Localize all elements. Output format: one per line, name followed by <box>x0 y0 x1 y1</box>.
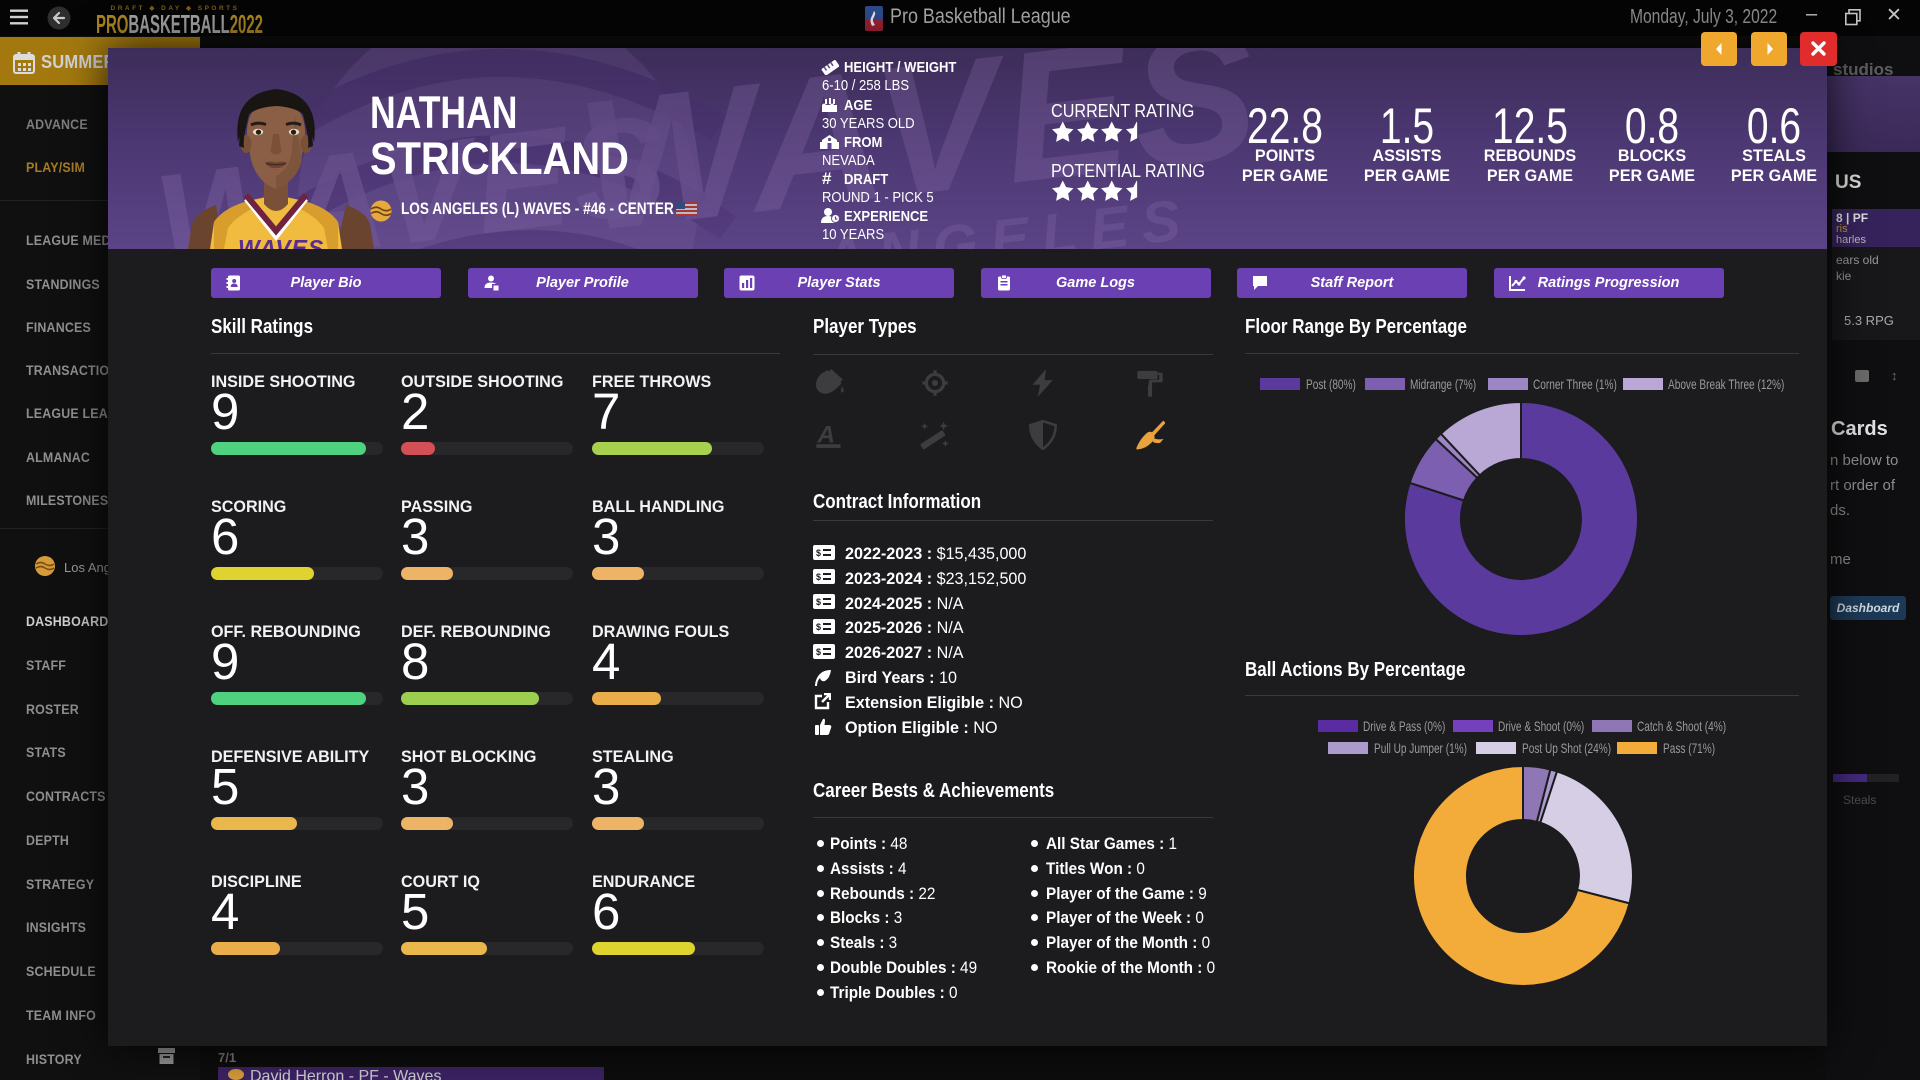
svg-text:$: $ <box>816 597 821 607</box>
svg-text:$: $ <box>816 548 821 558</box>
svg-text:$: $ <box>816 622 821 632</box>
svg-text:$: $ <box>816 572 821 582</box>
svg-text:A: A <box>816 422 835 449</box>
svg-text:$: $ <box>816 647 821 657</box>
svg-text:WAVES: WAVES <box>238 235 324 249</box>
